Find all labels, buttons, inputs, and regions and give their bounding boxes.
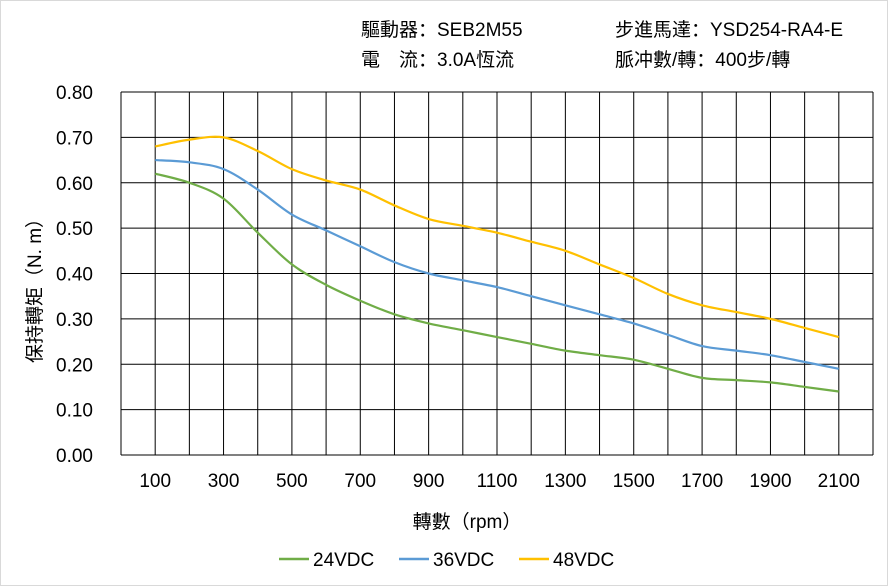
legend-label: 48VDC (553, 550, 614, 571)
y-tick-label: 0.00 (56, 446, 93, 467)
series-line-36VDC (155, 158, 840, 370)
current-label: 電 流：3.0A恆流 (361, 50, 515, 71)
x-tick-label: 500 (276, 471, 308, 492)
motor-label: 步進馬達：YSD254-RA4-E (615, 20, 844, 41)
x-tick-label: 1300 (544, 471, 586, 492)
x-tick-label: 1100 (477, 471, 518, 492)
y-tick-label: 0.20 (56, 355, 93, 376)
series-line-48VDC (154, 135, 840, 339)
y-tick-label: 0.50 (56, 219, 93, 240)
pulses-label: 脈冲數/轉：400步/轉 (615, 50, 791, 71)
x-tick-label: 100 (139, 471, 171, 492)
y-tick-label: 0.40 (56, 265, 93, 286)
x-tick-label: 2100 (818, 471, 860, 492)
y-tick-label: 0.70 (56, 128, 93, 149)
series-line-24VDC (154, 172, 839, 393)
y-axis-label: 保持轉矩（N. m） (24, 209, 46, 363)
x-axis-label: 轉數（rpm） (413, 511, 522, 533)
y-tick-label: 0.10 (56, 401, 93, 422)
x-tick-label: 1500 (613, 471, 655, 492)
y-tick-label: 0.80 (56, 83, 93, 104)
x-tick-label: 700 (344, 471, 376, 492)
y-tick-label: 0.60 (56, 174, 93, 195)
x-tick-label: 1700 (681, 471, 723, 492)
legend-label: 36VDC (433, 550, 494, 571)
y-tick-label: 0.30 (56, 310, 93, 331)
x-tick-label: 1900 (749, 471, 791, 492)
x-tick-label: 900 (413, 471, 445, 492)
legend-label: 24VDC (313, 550, 374, 571)
driver-label: 驅動器：SEB2M55 (361, 20, 523, 41)
x-tick-label: 300 (208, 471, 240, 492)
